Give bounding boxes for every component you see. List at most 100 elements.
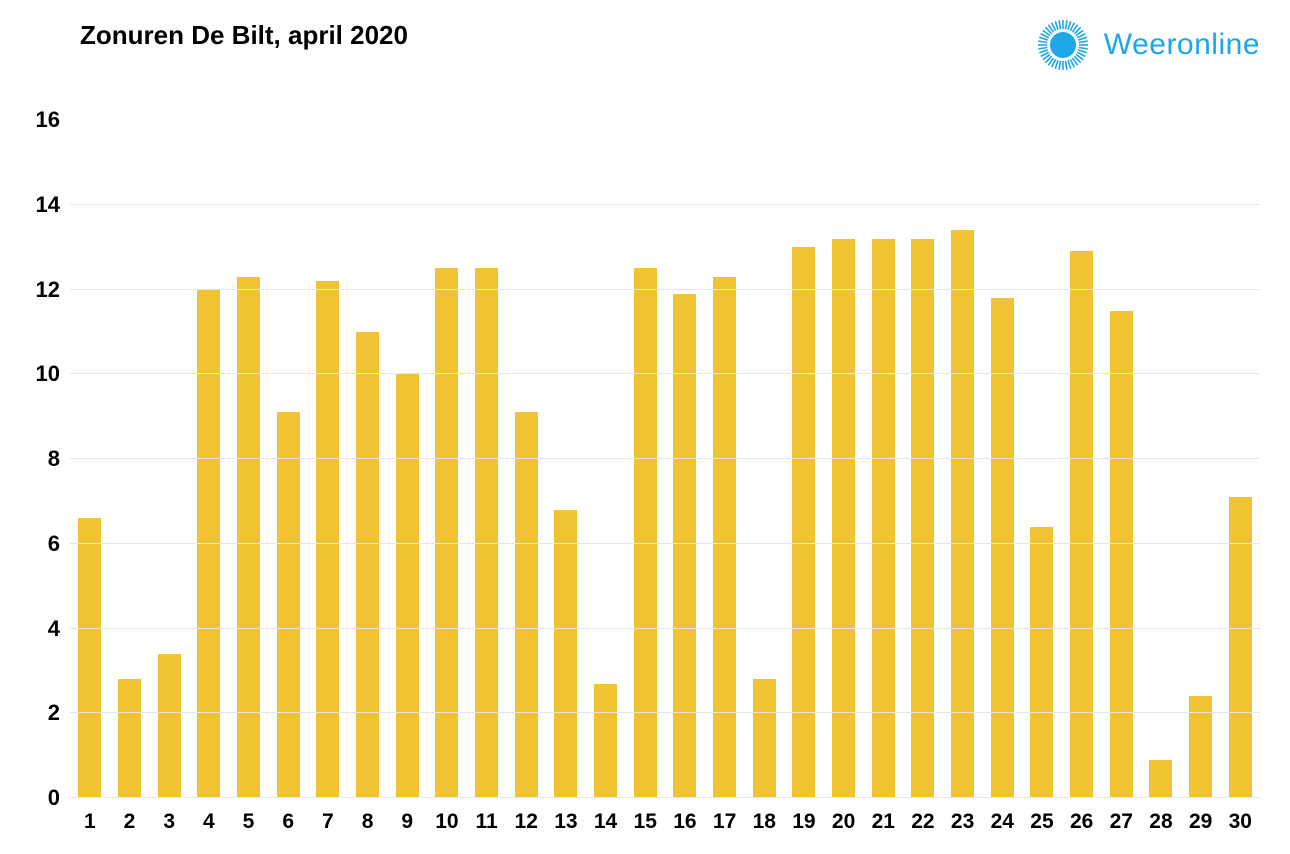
bar: [1110, 311, 1133, 798]
x-tick-label: 25: [1030, 810, 1053, 834]
bar: [515, 412, 538, 798]
y-tick-label: 14: [15, 192, 60, 218]
y-tick-label: 2: [15, 700, 60, 726]
y-tick-label: 10: [15, 361, 60, 387]
gridline: [70, 458, 1260, 459]
bar-slot: 25: [1022, 120, 1062, 798]
bar: [753, 679, 776, 798]
bar-slot: 6: [268, 120, 308, 798]
bar: [356, 332, 379, 798]
gridline: [70, 628, 1260, 629]
bar-slot: 18: [744, 120, 784, 798]
bar-slot: 13: [546, 120, 586, 798]
x-tick-label: 1: [84, 810, 96, 834]
x-tick-label: 30: [1229, 810, 1252, 834]
x-tick-label: 7: [322, 810, 334, 834]
x-tick-label: 15: [634, 810, 657, 834]
bar-slot: 11: [467, 120, 507, 798]
bar-slot: 19: [784, 120, 824, 798]
bar-slot: 22: [903, 120, 943, 798]
bar: [277, 412, 300, 798]
x-tick-label: 2: [124, 810, 136, 834]
bar: [1149, 760, 1172, 798]
chart-container: Zonuren De Bilt, april 2020 Weeronline 1…: [0, 0, 1290, 854]
bar: [1030, 527, 1053, 798]
bar-slot: 1: [70, 120, 110, 798]
x-tick-label: 4: [203, 810, 215, 834]
bar-slot: 2: [110, 120, 150, 798]
x-tick-label: 24: [991, 810, 1014, 834]
x-tick-label: 9: [401, 810, 413, 834]
x-tick-label: 21: [872, 810, 895, 834]
bar: [197, 290, 220, 799]
x-tick-label: 17: [713, 810, 736, 834]
x-tick-label: 29: [1189, 810, 1212, 834]
bar-slot: 4: [189, 120, 229, 798]
x-tick-label: 18: [753, 810, 776, 834]
bars-group: 1234567891011121314151617181920212223242…: [70, 120, 1260, 798]
gridline: [70, 204, 1260, 205]
bar: [78, 518, 101, 798]
x-tick-label: 23: [951, 810, 974, 834]
x-tick-label: 6: [282, 810, 294, 834]
bar: [158, 654, 181, 798]
x-tick-label: 28: [1149, 810, 1172, 834]
chart-title: Zonuren De Bilt, april 2020: [80, 20, 408, 51]
bar: [872, 239, 895, 798]
x-tick-label: 27: [1110, 810, 1133, 834]
x-tick-label: 8: [362, 810, 374, 834]
gridline: [70, 543, 1260, 544]
bar-slot: 16: [665, 120, 705, 798]
bar-slot: 29: [1181, 120, 1221, 798]
bar: [832, 239, 855, 798]
bar: [316, 281, 339, 798]
y-tick-label: 4: [15, 616, 60, 642]
bar-slot: 27: [1101, 120, 1141, 798]
y-tick-label: 12: [15, 277, 60, 303]
bar: [673, 294, 696, 798]
bar-slot: 10: [427, 120, 467, 798]
x-tick-label: 26: [1070, 810, 1093, 834]
sun-icon: [1036, 18, 1090, 72]
bar-slot: 9: [387, 120, 427, 798]
gridline: [70, 289, 1260, 290]
bar-slot: 23: [943, 120, 983, 798]
x-tick-label: 20: [832, 810, 855, 834]
bar: [554, 510, 577, 798]
bar: [594, 684, 617, 798]
plot-area: 1234567891011121314151617181920212223242…: [70, 120, 1260, 798]
bar: [713, 277, 736, 798]
bar: [237, 277, 260, 798]
bar-slot: 24: [982, 120, 1022, 798]
gridline: [70, 373, 1260, 374]
bar: [911, 239, 934, 798]
bar-slot: 8: [348, 120, 388, 798]
bar-slot: 26: [1062, 120, 1102, 798]
bar-slot: 14: [586, 120, 626, 798]
x-tick-label: 13: [554, 810, 577, 834]
bar-slot: 30: [1220, 120, 1260, 798]
x-tick-label: 22: [911, 810, 934, 834]
bar-slot: 21: [863, 120, 903, 798]
bar-slot: 17: [705, 120, 745, 798]
y-tick-label: 6: [15, 531, 60, 557]
y-tick-label: 8: [15, 446, 60, 472]
y-tick-label: 0: [15, 785, 60, 811]
bar-slot: 28: [1141, 120, 1181, 798]
brand-logo-text: Weeronline: [1104, 28, 1260, 62]
bar: [1070, 251, 1093, 798]
bar: [396, 374, 419, 798]
x-tick-label: 3: [163, 810, 175, 834]
bar-slot: 12: [506, 120, 546, 798]
x-tick-label: 19: [792, 810, 815, 834]
bar: [634, 268, 657, 798]
bar-slot: 3: [149, 120, 189, 798]
x-tick-label: 16: [673, 810, 696, 834]
x-tick-label: 12: [515, 810, 538, 834]
gridline: [70, 797, 1260, 798]
y-tick-label: 16: [15, 107, 60, 133]
bar: [118, 679, 141, 798]
bar: [475, 268, 498, 798]
bar-slot: 5: [229, 120, 269, 798]
bar: [435, 268, 458, 798]
